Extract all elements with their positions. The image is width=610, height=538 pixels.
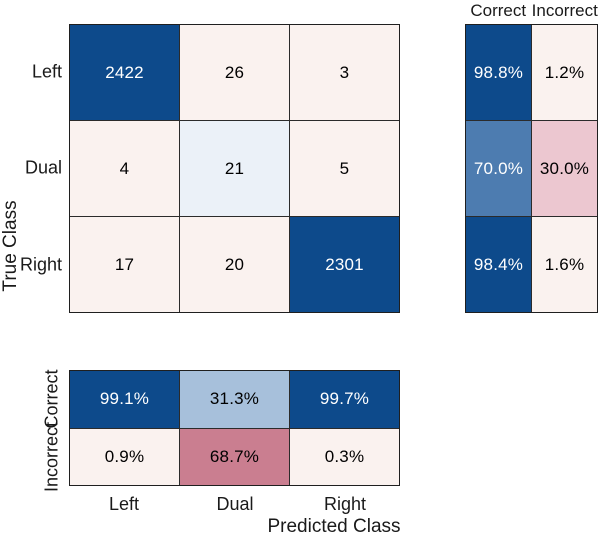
xtick-dual: Dual	[216, 494, 254, 514]
matrix-cell: 4	[70, 121, 179, 216]
x-axis-label: Predicted Class	[267, 516, 401, 537]
row-summary-cell: 70.0%	[466, 121, 531, 216]
matrix-cell: 5	[290, 121, 399, 216]
row-summary-header-incorrect: Incorrect	[531, 1, 598, 20]
y-axis-label: True Class	[0, 200, 21, 292]
matrix-cell: 2301	[290, 217, 399, 312]
row-summary-cell: 1.2%	[532, 25, 597, 120]
xtick-left: Left	[108, 494, 140, 514]
column-summary-cell: 0.3%	[290, 428, 399, 485]
ytick-left: Left	[31, 61, 62, 82]
column-summary-cell: 99.1%	[70, 371, 179, 428]
ytick-right: Right	[19, 254, 62, 275]
row-summary-panel: 98.8% 1.2% 70.0% 30.0% 98.4% 1.6%	[465, 24, 598, 313]
row-summary-header-correct: Correct	[470, 1, 527, 20]
row-summary-cell: 30.0%	[532, 121, 597, 216]
xtick-right: Right	[323, 494, 367, 514]
matrix-cell: 2422	[70, 25, 179, 120]
column-summary-panel: 99.1% 31.3% 99.7% 0.9% 68.7% 0.3%	[69, 370, 400, 486]
column-summary-label-correct: Correct	[41, 369, 62, 429]
row-summary-cell: 1.6%	[532, 217, 597, 312]
row-summary-cell: 98.4%	[466, 217, 531, 312]
ytick-dual: Dual	[24, 157, 62, 178]
row-summary-cell: 98.8%	[466, 25, 531, 120]
matrix-cell: 17	[70, 217, 179, 312]
matrix-cell: 20	[180, 217, 289, 312]
matrix-cell: 26	[180, 25, 289, 120]
column-summary-label-incorrect: Incorrect	[41, 421, 62, 493]
column-summary-cell: 31.3%	[180, 371, 289, 428]
column-summary-cell: 0.9%	[70, 428, 179, 485]
column-summary-cell: 68.7%	[180, 428, 289, 485]
row-summary-headers: Correct Incorrect	[465, 1, 598, 21]
matrix-cell: 3	[290, 25, 399, 120]
matrix-cell: 21	[180, 121, 289, 216]
column-summary-cell: 99.7%	[290, 371, 399, 428]
confusion-matrix-main: 2422 26 3 4 21 5 17 20 2301	[69, 24, 400, 313]
